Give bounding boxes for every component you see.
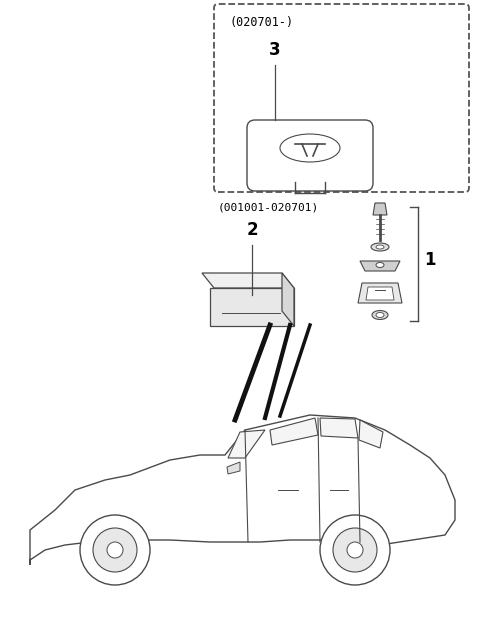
Polygon shape bbox=[320, 418, 358, 438]
Circle shape bbox=[320, 515, 390, 585]
Polygon shape bbox=[282, 273, 294, 326]
Text: (020701-): (020701-) bbox=[230, 16, 294, 29]
Text: 2: 2 bbox=[246, 221, 258, 239]
Circle shape bbox=[107, 542, 123, 558]
Polygon shape bbox=[359, 420, 383, 448]
Polygon shape bbox=[270, 418, 318, 445]
Polygon shape bbox=[227, 462, 240, 474]
Ellipse shape bbox=[376, 245, 384, 249]
Polygon shape bbox=[360, 261, 400, 271]
Ellipse shape bbox=[372, 311, 388, 320]
Text: 3: 3 bbox=[269, 41, 281, 59]
Text: (001001-020701): (001001-020701) bbox=[218, 202, 319, 212]
Polygon shape bbox=[202, 273, 294, 288]
Circle shape bbox=[93, 528, 137, 572]
Polygon shape bbox=[30, 415, 455, 565]
Text: 1: 1 bbox=[424, 251, 435, 269]
Circle shape bbox=[333, 528, 377, 572]
Circle shape bbox=[80, 515, 150, 585]
Polygon shape bbox=[373, 203, 387, 215]
Polygon shape bbox=[228, 430, 265, 458]
Polygon shape bbox=[210, 288, 294, 326]
Ellipse shape bbox=[376, 263, 384, 268]
Ellipse shape bbox=[371, 243, 389, 251]
Circle shape bbox=[347, 542, 363, 558]
Polygon shape bbox=[366, 287, 394, 300]
Ellipse shape bbox=[376, 313, 384, 318]
Polygon shape bbox=[358, 283, 402, 303]
